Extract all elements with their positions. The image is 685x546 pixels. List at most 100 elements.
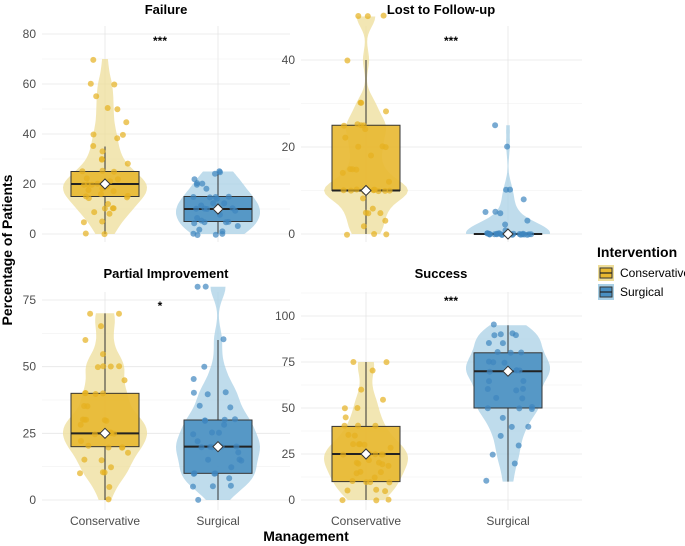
group-surgical xyxy=(466,122,550,240)
data-point xyxy=(508,423,515,430)
mean-marker xyxy=(212,203,224,215)
data-point xyxy=(377,210,384,217)
data-point xyxy=(205,456,212,463)
group-surgical xyxy=(176,168,260,238)
data-point xyxy=(344,487,351,494)
data-point xyxy=(371,474,378,481)
data-point xyxy=(364,13,371,20)
data-point xyxy=(365,210,372,217)
data-point xyxy=(517,231,524,238)
data-point xyxy=(87,80,94,87)
data-point xyxy=(91,209,98,216)
data-point xyxy=(81,416,88,423)
data-point xyxy=(233,443,240,450)
data-point xyxy=(228,464,235,471)
data-point xyxy=(371,186,378,193)
data-point xyxy=(486,378,492,385)
data-point xyxy=(497,331,504,338)
data-point xyxy=(99,469,106,476)
data-point xyxy=(195,496,202,503)
significance-label: *** xyxy=(444,34,458,48)
data-point xyxy=(226,475,233,482)
legend: Intervention Conservative Surgical xyxy=(597,244,685,300)
data-point xyxy=(349,478,356,484)
data-point xyxy=(515,442,522,449)
data-point xyxy=(98,457,105,464)
legend-label: Conservative xyxy=(620,266,685,280)
data-point xyxy=(524,217,531,224)
data-point xyxy=(373,486,380,493)
significance-label: *** xyxy=(153,34,167,48)
legend-entry-conservative: Conservative xyxy=(598,265,685,281)
data-point xyxy=(369,205,376,212)
data-point xyxy=(340,187,347,194)
data-point xyxy=(489,451,496,458)
data-point xyxy=(190,470,197,477)
data-point xyxy=(80,219,87,226)
data-point xyxy=(100,351,106,358)
data-point xyxy=(486,368,493,375)
data-point xyxy=(204,391,211,398)
data-point xyxy=(82,337,89,343)
mean-marker xyxy=(99,427,111,440)
y-tick-label: 0 xyxy=(29,227,36,241)
data-point xyxy=(92,391,99,397)
data-point xyxy=(235,449,242,456)
box xyxy=(473,352,543,409)
data-point xyxy=(219,228,226,235)
data-point xyxy=(502,221,509,228)
panel-title: Failure xyxy=(145,2,188,17)
x-tick-label: Surgical xyxy=(486,514,529,528)
data-point xyxy=(198,444,205,451)
data-point xyxy=(482,209,489,215)
data-point xyxy=(483,477,490,484)
data-point xyxy=(79,168,86,175)
data-point xyxy=(198,202,205,209)
data-point xyxy=(121,377,128,384)
data-point xyxy=(503,186,510,193)
data-point xyxy=(210,200,217,207)
data-point xyxy=(85,442,92,449)
x-tick-label: Conservative xyxy=(70,514,140,528)
data-point xyxy=(206,194,213,201)
data-point xyxy=(348,187,354,194)
data-point xyxy=(356,441,362,448)
data-point xyxy=(84,403,91,410)
data-point xyxy=(78,438,84,444)
data-point xyxy=(123,119,130,126)
data-point xyxy=(99,167,106,174)
data-point xyxy=(501,359,508,366)
data-point xyxy=(371,231,378,237)
y-tick-label: 0 xyxy=(288,493,295,507)
data-point xyxy=(520,378,527,384)
data-point xyxy=(520,385,526,392)
data-point xyxy=(114,106,121,113)
mean-marker xyxy=(502,228,514,240)
y-tick-label: 80 xyxy=(23,27,37,41)
data-point xyxy=(209,483,216,490)
data-point xyxy=(104,105,111,111)
data-point xyxy=(385,462,392,469)
data-point xyxy=(341,422,348,429)
y-tick-label: 20 xyxy=(23,177,37,191)
data-point xyxy=(191,176,198,183)
data-point xyxy=(387,444,394,451)
data-point xyxy=(196,226,203,233)
data-point xyxy=(373,497,380,504)
data-point xyxy=(119,444,126,451)
data-point xyxy=(88,181,95,188)
data-point xyxy=(98,323,104,330)
data-point xyxy=(484,230,491,237)
data-point xyxy=(216,168,223,175)
data-point xyxy=(355,422,361,429)
data-point xyxy=(111,430,118,437)
y-tick-label: 40 xyxy=(23,127,37,141)
data-point xyxy=(497,210,504,217)
mean-marker xyxy=(212,440,224,453)
data-point xyxy=(491,332,498,339)
data-point xyxy=(82,390,89,397)
y-tick-label: 0 xyxy=(288,227,295,241)
data-point xyxy=(511,460,518,467)
data-point xyxy=(340,451,347,458)
data-point xyxy=(377,469,384,476)
